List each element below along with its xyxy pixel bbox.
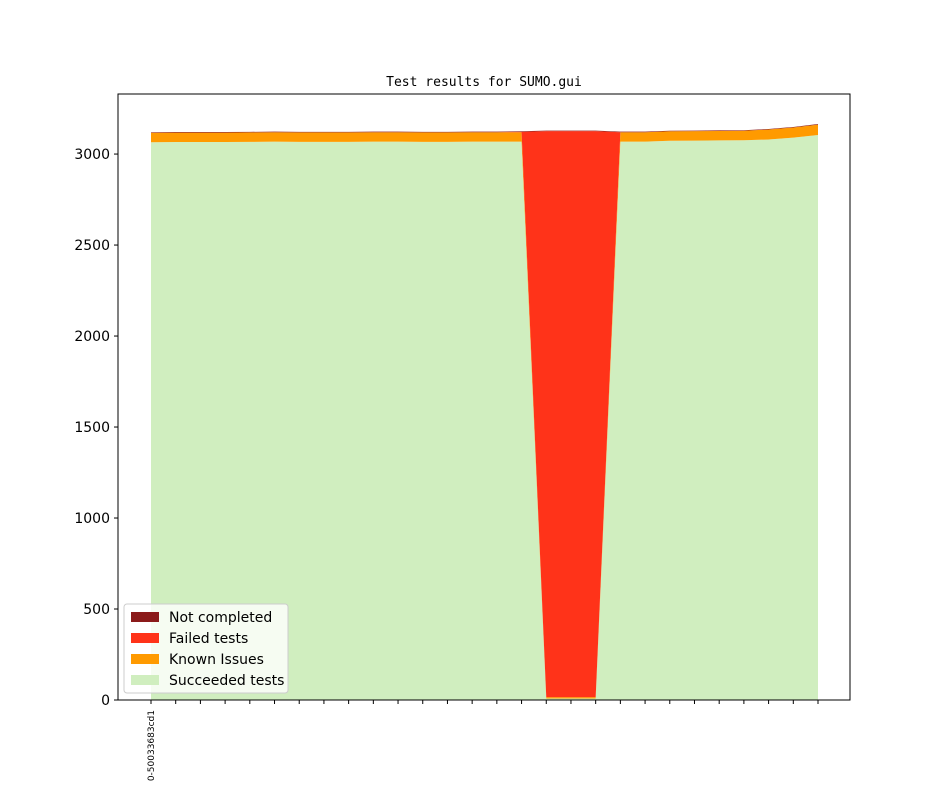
y-axis: 0 500 1000 1500 2000 2500 3000 — [74, 147, 118, 709]
plot-frame — [117, 93, 851, 701]
legend-swatch-failed-tests — [131, 633, 159, 643]
series-area-succeeded-tests — [151, 134, 818, 700]
x-tick-label: 0-50033683cd1 — [147, 710, 157, 781]
legend-box — [123, 603, 289, 694]
legend-label-failed-tests: Failed tests — [169, 631, 248, 647]
y-tick-label: 2000 — [74, 329, 110, 345]
y-tick-label: 500 — [83, 602, 110, 618]
x-axis: 0-50033683cd1 — [147, 700, 819, 781]
legend-label-known-issues: Known Issues — [169, 652, 264, 668]
legend-swatch-known-issues — [131, 654, 159, 664]
legend-label-succeeded-tests: Succeeded tests — [169, 673, 284, 689]
legend-swatch-not-completed — [131, 612, 159, 622]
y-tick-label: 3000 — [74, 147, 110, 163]
legend-swatch-succeeded-tests — [131, 675, 159, 685]
y-tick-label: 2500 — [74, 238, 110, 254]
series-areas — [151, 124, 818, 700]
legend: Not completed Failed tests Known Issues Suc… — [123, 603, 289, 694]
chart-title: Test results for SUMO.gui — [386, 75, 582, 90]
y-tick-label: 1500 — [74, 420, 110, 436]
y-tick-label: 0 — [101, 693, 110, 709]
y-tick-label: 1000 — [74, 511, 110, 527]
legend-label-not-completed: Not completed — [169, 610, 272, 626]
